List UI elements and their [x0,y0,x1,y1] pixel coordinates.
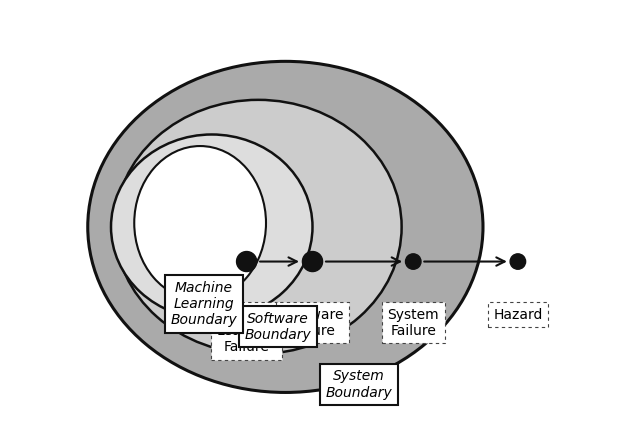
Circle shape [303,252,323,271]
Text: Machine
Learning
Boundary: Machine Learning Boundary [171,281,237,327]
Ellipse shape [115,100,402,354]
Text: Machine
Learning
Failure: Machine Learning Failure [216,308,277,354]
Text: System
Boundary: System Boundary [326,369,392,400]
Text: Hazard: Hazard [493,308,543,322]
Ellipse shape [134,146,266,300]
Ellipse shape [111,135,312,319]
Circle shape [406,254,421,269]
Text: System
Failure: System Failure [387,308,439,338]
Circle shape [510,254,525,269]
Circle shape [237,252,257,271]
Text: Software
Boundary: Software Boundary [244,312,311,342]
Ellipse shape [88,61,483,392]
Text: Software
Failure: Software Failure [282,308,343,338]
